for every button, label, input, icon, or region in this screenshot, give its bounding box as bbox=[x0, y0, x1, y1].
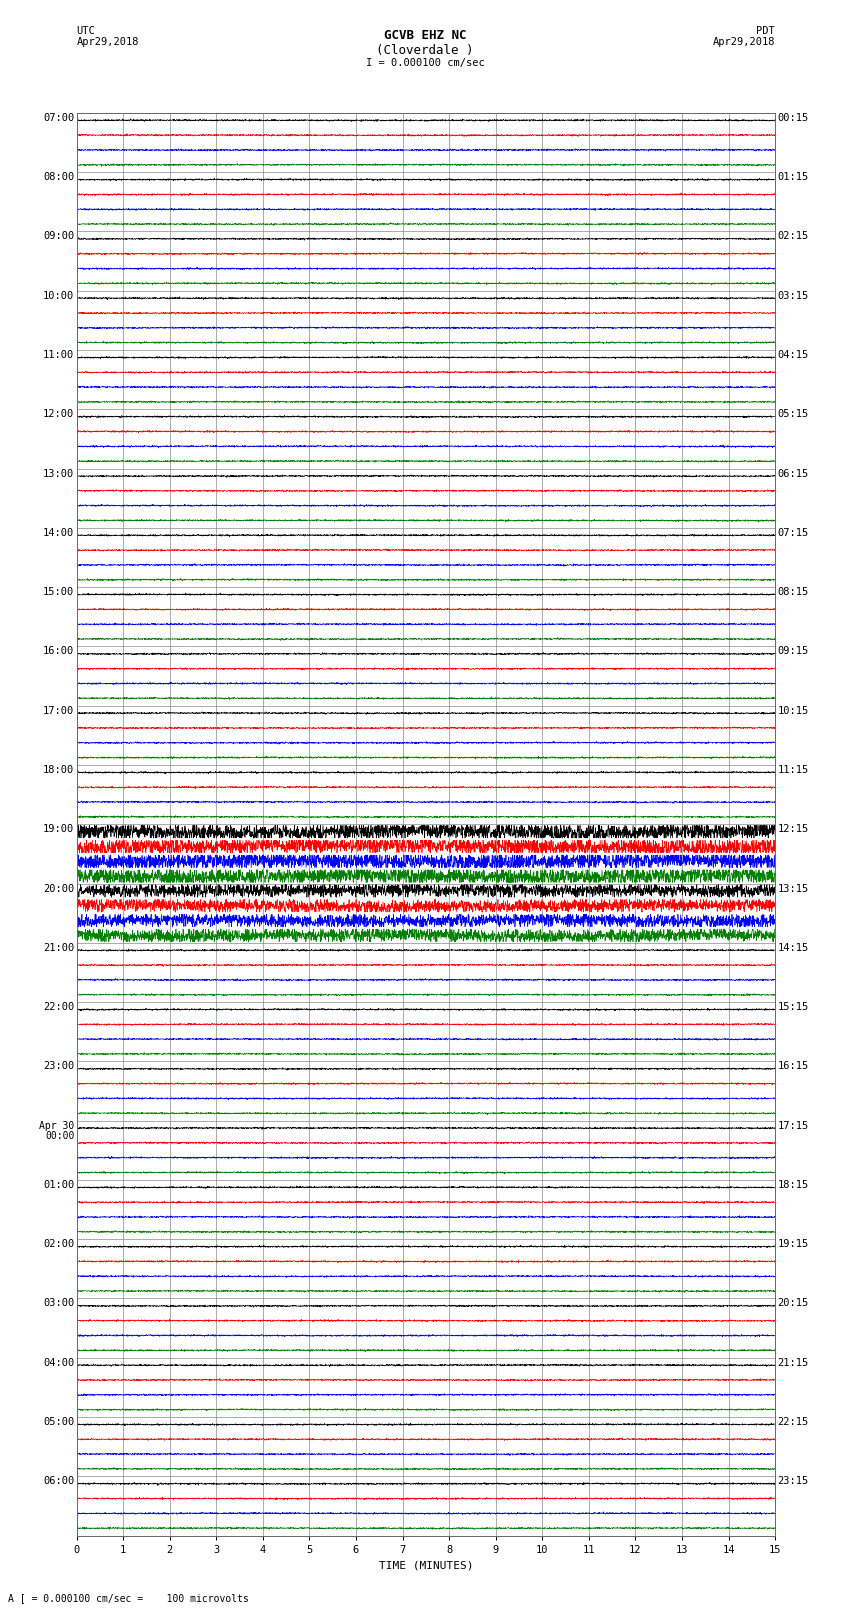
Text: I = 0.000100 cm/sec: I = 0.000100 cm/sec bbox=[366, 58, 484, 68]
Text: 02:00: 02:00 bbox=[43, 1239, 75, 1248]
Text: Apr 30
00:00: Apr 30 00:00 bbox=[39, 1121, 75, 1142]
Text: 10:00: 10:00 bbox=[43, 290, 75, 300]
Text: 09:00: 09:00 bbox=[43, 232, 75, 242]
Text: 06:00: 06:00 bbox=[43, 1476, 75, 1486]
Text: 11:15: 11:15 bbox=[777, 765, 808, 774]
Text: 07:15: 07:15 bbox=[777, 527, 808, 537]
Text: (Cloverdale ): (Cloverdale ) bbox=[377, 44, 473, 56]
Text: 14:00: 14:00 bbox=[43, 527, 75, 537]
Text: 07:00: 07:00 bbox=[43, 113, 75, 123]
Text: 03:00: 03:00 bbox=[43, 1298, 75, 1308]
Text: 13:15: 13:15 bbox=[777, 884, 808, 894]
Text: 23:15: 23:15 bbox=[777, 1476, 808, 1486]
Text: 00:15: 00:15 bbox=[777, 113, 808, 123]
Text: 16:00: 16:00 bbox=[43, 647, 75, 656]
Text: 20:00: 20:00 bbox=[43, 884, 75, 894]
Text: 01:00: 01:00 bbox=[43, 1181, 75, 1190]
Text: A [ = 0.000100 cm/sec =    100 microvolts: A [ = 0.000100 cm/sec = 100 microvolts bbox=[8, 1594, 249, 1603]
Text: 04:00: 04:00 bbox=[43, 1358, 75, 1368]
Text: 03:15: 03:15 bbox=[777, 290, 808, 300]
Text: 08:00: 08:00 bbox=[43, 173, 75, 182]
Text: 23:00: 23:00 bbox=[43, 1061, 75, 1071]
Text: 19:15: 19:15 bbox=[777, 1239, 808, 1248]
Text: 02:15: 02:15 bbox=[777, 232, 808, 242]
Text: 12:00: 12:00 bbox=[43, 410, 75, 419]
Text: 14:15: 14:15 bbox=[777, 942, 808, 953]
Text: 08:15: 08:15 bbox=[777, 587, 808, 597]
Text: PDT
Apr29,2018: PDT Apr29,2018 bbox=[712, 26, 775, 47]
Text: 06:15: 06:15 bbox=[777, 469, 808, 479]
Text: 17:15: 17:15 bbox=[777, 1121, 808, 1131]
X-axis label: TIME (MINUTES): TIME (MINUTES) bbox=[378, 1560, 473, 1569]
Text: 15:00: 15:00 bbox=[43, 587, 75, 597]
Text: 11:00: 11:00 bbox=[43, 350, 75, 360]
Text: 19:00: 19:00 bbox=[43, 824, 75, 834]
Text: 05:00: 05:00 bbox=[43, 1418, 75, 1428]
Text: 10:15: 10:15 bbox=[777, 706, 808, 716]
Text: 17:00: 17:00 bbox=[43, 706, 75, 716]
Text: 18:00: 18:00 bbox=[43, 765, 75, 774]
Text: 22:00: 22:00 bbox=[43, 1002, 75, 1011]
Text: 20:15: 20:15 bbox=[777, 1298, 808, 1308]
Text: 21:00: 21:00 bbox=[43, 942, 75, 953]
Text: 12:15: 12:15 bbox=[777, 824, 808, 834]
Text: 05:15: 05:15 bbox=[777, 410, 808, 419]
Text: 22:15: 22:15 bbox=[777, 1418, 808, 1428]
Text: 09:15: 09:15 bbox=[777, 647, 808, 656]
Text: 04:15: 04:15 bbox=[777, 350, 808, 360]
Text: 21:15: 21:15 bbox=[777, 1358, 808, 1368]
Text: 15:15: 15:15 bbox=[777, 1002, 808, 1011]
Text: 01:15: 01:15 bbox=[777, 173, 808, 182]
Text: 13:00: 13:00 bbox=[43, 469, 75, 479]
Text: 18:15: 18:15 bbox=[777, 1181, 808, 1190]
Text: GCVB EHZ NC: GCVB EHZ NC bbox=[383, 29, 467, 42]
Text: UTC
Apr29,2018: UTC Apr29,2018 bbox=[76, 26, 139, 47]
Text: 16:15: 16:15 bbox=[777, 1061, 808, 1071]
